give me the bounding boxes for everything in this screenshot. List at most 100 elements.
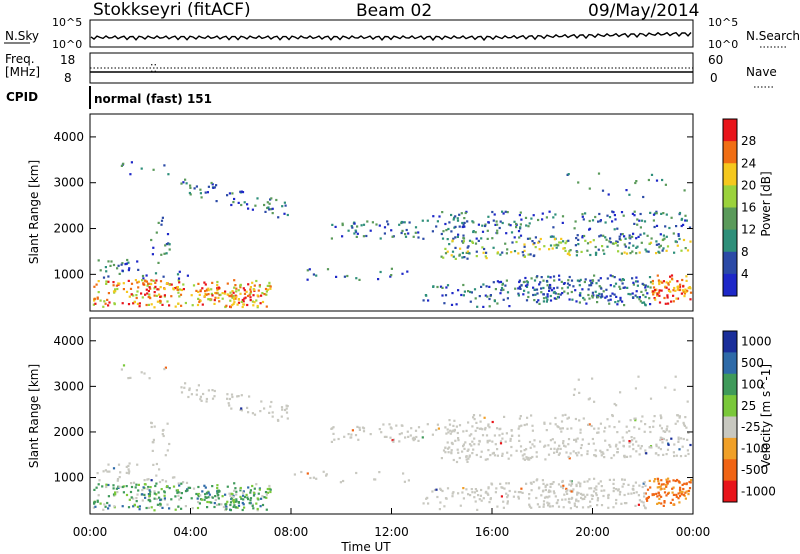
echo-cell xyxy=(249,286,252,289)
echo-cell xyxy=(581,215,584,218)
echo-cell xyxy=(608,240,611,243)
echo-cell xyxy=(537,218,540,222)
echo-cell xyxy=(184,382,187,385)
echo-cell xyxy=(449,432,452,435)
echo-cell xyxy=(689,240,692,243)
echo-cell xyxy=(189,186,192,189)
echo-cell xyxy=(247,411,250,414)
echo-cell xyxy=(649,486,652,489)
echo-cell xyxy=(533,445,536,448)
echo-cell xyxy=(184,490,188,493)
echo-cell xyxy=(176,489,179,492)
echo-cell xyxy=(136,260,139,263)
echo-cell xyxy=(612,490,615,493)
echo-cell xyxy=(617,250,620,253)
echo-cell xyxy=(665,481,668,484)
echo-cell xyxy=(122,282,125,285)
echo-cell xyxy=(268,208,271,211)
echo-cell xyxy=(118,476,121,479)
echo-cell xyxy=(618,285,621,288)
echo-cell xyxy=(263,293,266,296)
echo-cell xyxy=(649,303,652,306)
echo-cell xyxy=(688,286,691,289)
echo-cell xyxy=(256,197,259,200)
echo-cell xyxy=(467,457,470,460)
echo-cell xyxy=(453,428,456,431)
echo-cell xyxy=(599,422,602,425)
echo-cell xyxy=(496,223,499,226)
echo-cell xyxy=(286,213,289,217)
echo-cell xyxy=(255,299,258,302)
echo-cell xyxy=(572,488,575,491)
echo-cell xyxy=(263,407,266,410)
echo-cell xyxy=(575,237,578,240)
echo-cell xyxy=(543,422,546,425)
echo-cell xyxy=(642,501,645,504)
echo-cell xyxy=(488,285,491,288)
echo-cell xyxy=(401,272,404,275)
echo-cell xyxy=(146,284,149,287)
echo-cell xyxy=(232,291,235,294)
echo-cell xyxy=(653,415,656,418)
echo-cell xyxy=(216,283,219,287)
echo-cell xyxy=(134,279,137,282)
echo-cell xyxy=(116,478,120,481)
echo-cell xyxy=(385,435,388,438)
echo-cell xyxy=(350,436,353,439)
echo-cell xyxy=(540,276,543,279)
echo-cell xyxy=(657,501,660,505)
echo-cell xyxy=(655,443,658,446)
echo-cell xyxy=(507,482,510,485)
echo-cell xyxy=(188,486,192,489)
echo-cell xyxy=(265,293,268,296)
echo-cell xyxy=(460,212,463,215)
echo-cell xyxy=(542,489,545,492)
echo-cell xyxy=(559,241,563,244)
echo-cell xyxy=(160,488,163,491)
echo-cell xyxy=(612,454,616,457)
echo-cell xyxy=(653,480,656,483)
echo-cell xyxy=(682,238,686,242)
echo-cell xyxy=(672,232,675,235)
echo-cell xyxy=(356,225,359,228)
echo-cell xyxy=(341,223,344,227)
echo-cell xyxy=(215,200,218,203)
echo-cell xyxy=(178,270,181,273)
echo-cell xyxy=(642,195,645,199)
echo-cell xyxy=(166,300,169,303)
freq-label-2: [MHz] xyxy=(5,65,40,79)
echo-cell xyxy=(188,387,191,390)
echo-cell xyxy=(545,279,549,283)
echo-cell xyxy=(558,241,561,244)
echo-cell xyxy=(133,504,136,507)
echo-cell xyxy=(688,226,692,229)
echo-cell xyxy=(354,230,358,233)
echo-cell xyxy=(143,483,146,486)
echo-cell xyxy=(643,495,646,498)
echo-cell xyxy=(147,295,150,299)
echo-cell xyxy=(608,216,612,219)
echo-cell xyxy=(205,400,208,403)
echo-cell xyxy=(646,285,650,288)
echo-cell xyxy=(620,252,623,255)
echo-cell xyxy=(543,496,547,499)
echo-cell xyxy=(479,414,482,417)
echo-cell xyxy=(579,278,582,281)
echo-cell xyxy=(176,286,179,289)
echo-cell xyxy=(203,281,206,284)
echo-cell xyxy=(235,287,238,290)
echo-cell xyxy=(604,439,607,442)
echo-cell xyxy=(283,212,286,215)
echo-cell xyxy=(672,451,675,454)
echo-cell xyxy=(546,501,549,504)
echo-cell xyxy=(465,429,468,432)
echo-cell xyxy=(569,489,572,492)
echo-cell xyxy=(553,451,556,454)
echo-cell xyxy=(542,286,545,290)
echo-cell xyxy=(260,294,263,297)
echo-cell xyxy=(643,220,647,223)
echo-cell xyxy=(670,274,674,277)
echo-cell xyxy=(568,275,571,279)
echo-cell xyxy=(195,185,198,188)
echo-cell xyxy=(210,181,213,185)
